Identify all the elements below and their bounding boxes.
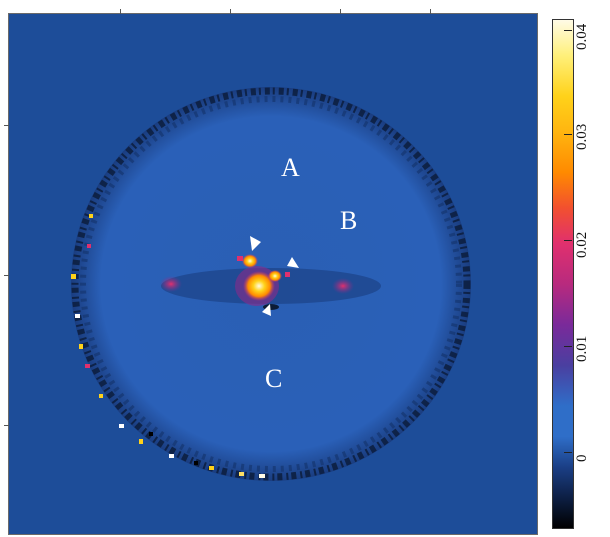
colorbar-label-0.01: 0.01	[574, 335, 590, 362]
frame-tick	[4, 125, 9, 126]
colorbar-label-0: 0	[574, 454, 590, 463]
colorbar-label-0.03: 0.03	[574, 123, 590, 150]
colorbar-tick	[564, 452, 572, 453]
region-label-b: B	[340, 206, 358, 235]
colorbar-tick	[564, 240, 572, 241]
arrowhead-2	[287, 257, 299, 268]
brain-map-canvas	[71, 87, 471, 481]
arrowhead-1	[250, 236, 261, 251]
colorbar-label-0.04: 0.04	[574, 23, 590, 50]
arrowhead-3	[262, 304, 271, 316]
brain-map-image: A B C	[8, 13, 538, 535]
right-spot	[332, 278, 354, 294]
rim-speckle	[71, 214, 265, 478]
frame-tick	[120, 9, 121, 14]
frame-tick	[4, 425, 9, 426]
colorbar-tick	[564, 346, 572, 347]
frame-tick	[340, 9, 341, 14]
region-label-c: C	[265, 364, 283, 393]
region-label-a: A	[281, 153, 300, 182]
colorbar-tick	[564, 30, 572, 31]
left-spot	[160, 276, 182, 292]
frame-tick	[430, 9, 431, 14]
colorbar	[552, 19, 574, 529]
hotspot-cluster	[235, 254, 290, 310]
colorbar-tick	[564, 134, 572, 135]
colorbar-label-0.02: 0.02	[574, 231, 590, 258]
frame-tick	[4, 275, 9, 276]
brain-rim	[71, 87, 471, 481]
frame-tick	[230, 9, 231, 14]
